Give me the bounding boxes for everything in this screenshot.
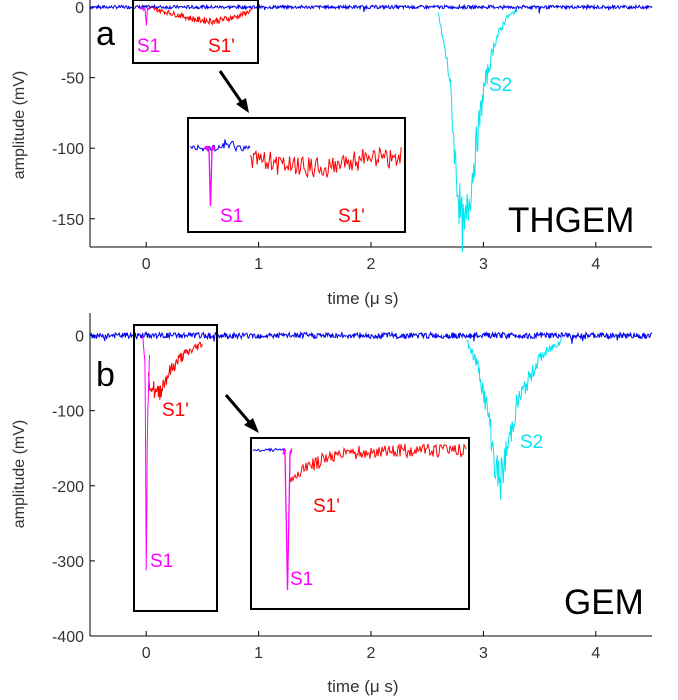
x-tick-label: 3 [479, 645, 488, 662]
inset-b-label-s1prime: S1' [313, 496, 340, 517]
detector-label-gem: GEM [564, 583, 644, 622]
zoom-arrow-b [224, 394, 252, 424]
inset-b-label-s1: S1 [290, 569, 313, 590]
x-tick-label: 0 [142, 645, 151, 662]
y-tick-label: -50 [61, 71, 84, 88]
y-ticks-b: 0 -100 -200 -300 -400 [52, 329, 95, 646]
annotation-a-s1: S1 [137, 36, 160, 57]
zoom-box-a [132, 0, 259, 64]
inset-a-label-s1: S1 [220, 206, 243, 227]
series-line-s2 [437, 7, 518, 253]
series-line-s1prime [147, 341, 203, 400]
y-tick-label: -100 [52, 141, 84, 158]
inset-box-b [250, 437, 470, 610]
annotation-b-s2: S2 [520, 432, 543, 453]
inset-b-s1prime-trace [289, 443, 467, 483]
zoom-box-b [133, 324, 218, 612]
y-axis-label-a: amplitude (mV) [11, 71, 28, 179]
panel-b: 0 1 2 3 4 0 -100 -200 -300 -400 amplitude (mV) t… [11, 313, 653, 696]
x-tick-label: 1 [254, 645, 263, 662]
annotation-a-s2: S2 [489, 75, 512, 96]
series-line-s1 [142, 336, 151, 571]
panel-a: 0 1 2 3 4 0 -50 -100 -150 amplitude (mV) time (… [11, 0, 653, 308]
x-tick-label: 0 [142, 256, 151, 273]
zoom-arrowhead-b [244, 418, 259, 433]
y-tick-label: -300 [52, 554, 84, 571]
detector-label-thgem: THGEM [508, 201, 634, 240]
y-ticks-a: 0 -50 -100 -150 [52, 0, 95, 229]
x-tick-label: 4 [591, 256, 600, 273]
x-tick-label: 4 [591, 645, 600, 662]
y-tick-label: -150 [52, 212, 84, 229]
x-ticks-b: 0 1 2 3 4 [142, 631, 600, 662]
y-tick-label: -100 [52, 404, 84, 421]
zoom-arrow-a [218, 70, 244, 104]
x-axis-label-b: time (μ s) [327, 677, 398, 696]
zoom-arrowhead-a [236, 98, 249, 113]
x-ticks-a: 0 1 2 3 4 [142, 242, 600, 273]
series-line-s1prime [151, 6, 254, 26]
inset-a-s1-trace [204, 145, 216, 206]
annotation-a-s1prime: S1' [208, 36, 235, 57]
inset-b-baseline-trace [252, 447, 287, 453]
series-a [89, 3, 653, 253]
inset-a-label-s1prime: S1' [338, 206, 365, 227]
inset-box-a [187, 117, 406, 233]
series-b [89, 330, 653, 571]
inset-a-s1prime-trace [249, 147, 402, 179]
series-line-baseline [89, 3, 653, 14]
series-line-baseline [89, 330, 653, 344]
inset-b: S1' S1 [250, 437, 470, 610]
annotation-b-s1prime: S1' [162, 400, 189, 421]
x-axis-label-a: time (μ s) [327, 289, 398, 308]
panel-label-a: a [96, 15, 115, 53]
x-tick-label: 2 [367, 645, 376, 662]
y-tick-label: 0 [75, 0, 84, 17]
series-line-s2 [466, 337, 563, 500]
inset-b-s1-trace [282, 447, 293, 591]
series-line-s1 [140, 4, 151, 26]
inset-a-baseline-trace [189, 139, 251, 153]
x-tick-label: 1 [254, 256, 263, 273]
annotation-b-s1: S1 [150, 551, 173, 572]
x-tick-label: 3 [479, 256, 488, 273]
y-axis-label-b: amplitude (mV) [11, 420, 28, 528]
panel-label-b: b [96, 356, 115, 394]
x-tick-label: 2 [367, 256, 376, 273]
y-tick-label: -400 [52, 629, 84, 646]
y-tick-label: 0 [75, 329, 84, 346]
y-tick-label: -200 [52, 479, 84, 496]
inset-a: S1 S1' [187, 117, 406, 233]
